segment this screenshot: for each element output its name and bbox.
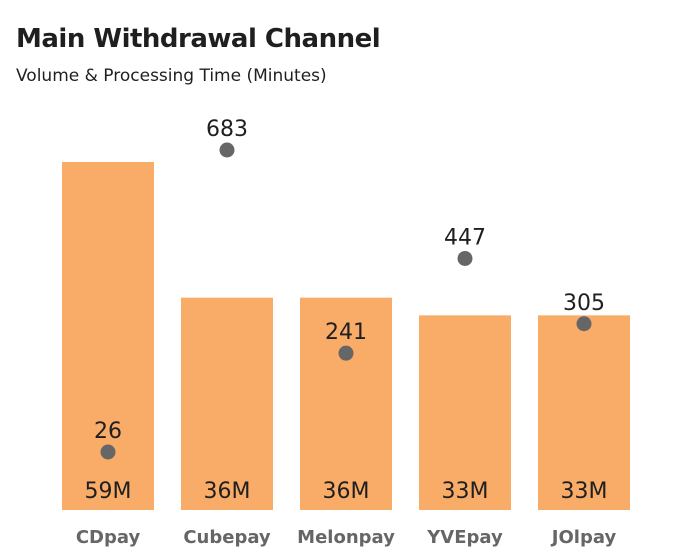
dot-value-label: 26 — [94, 419, 122, 444]
bar-yvepay — [419, 315, 511, 510]
category-label: CDpay — [76, 527, 141, 548]
bar-melonpay — [300, 297, 392, 510]
category-label: Cubepay — [183, 527, 271, 548]
dot-value-label: 305 — [563, 291, 605, 316]
dot-value-label: 683 — [206, 117, 248, 142]
time-dot-cubepay — [219, 142, 235, 158]
time-dot-melonpay — [338, 345, 354, 361]
time-dot-cdpay — [100, 444, 116, 460]
chart-title: Main Withdrawal Channel — [16, 24, 381, 54]
dot-value-label: 241 — [325, 320, 367, 345]
bar-jolpay — [538, 315, 630, 510]
category-label: JOlpay — [550, 527, 617, 548]
bar-value-label: 33M — [442, 479, 489, 504]
dot-value-label: 447 — [444, 225, 486, 250]
bar-value-label: 59M — [85, 479, 132, 504]
category-label: Melonpay — [297, 527, 395, 548]
bar-value-label: 36M — [204, 479, 251, 504]
bar-value-label: 36M — [323, 479, 370, 504]
bar-cubepay — [181, 297, 273, 510]
time-dot-yvepay — [457, 250, 473, 266]
category-label: YVEpay — [426, 527, 503, 548]
chart-subtitle: Volume & Processing Time (Minutes) — [16, 66, 327, 86]
bar-value-label: 33M — [561, 479, 608, 504]
time-dot-jolpay — [576, 316, 592, 332]
